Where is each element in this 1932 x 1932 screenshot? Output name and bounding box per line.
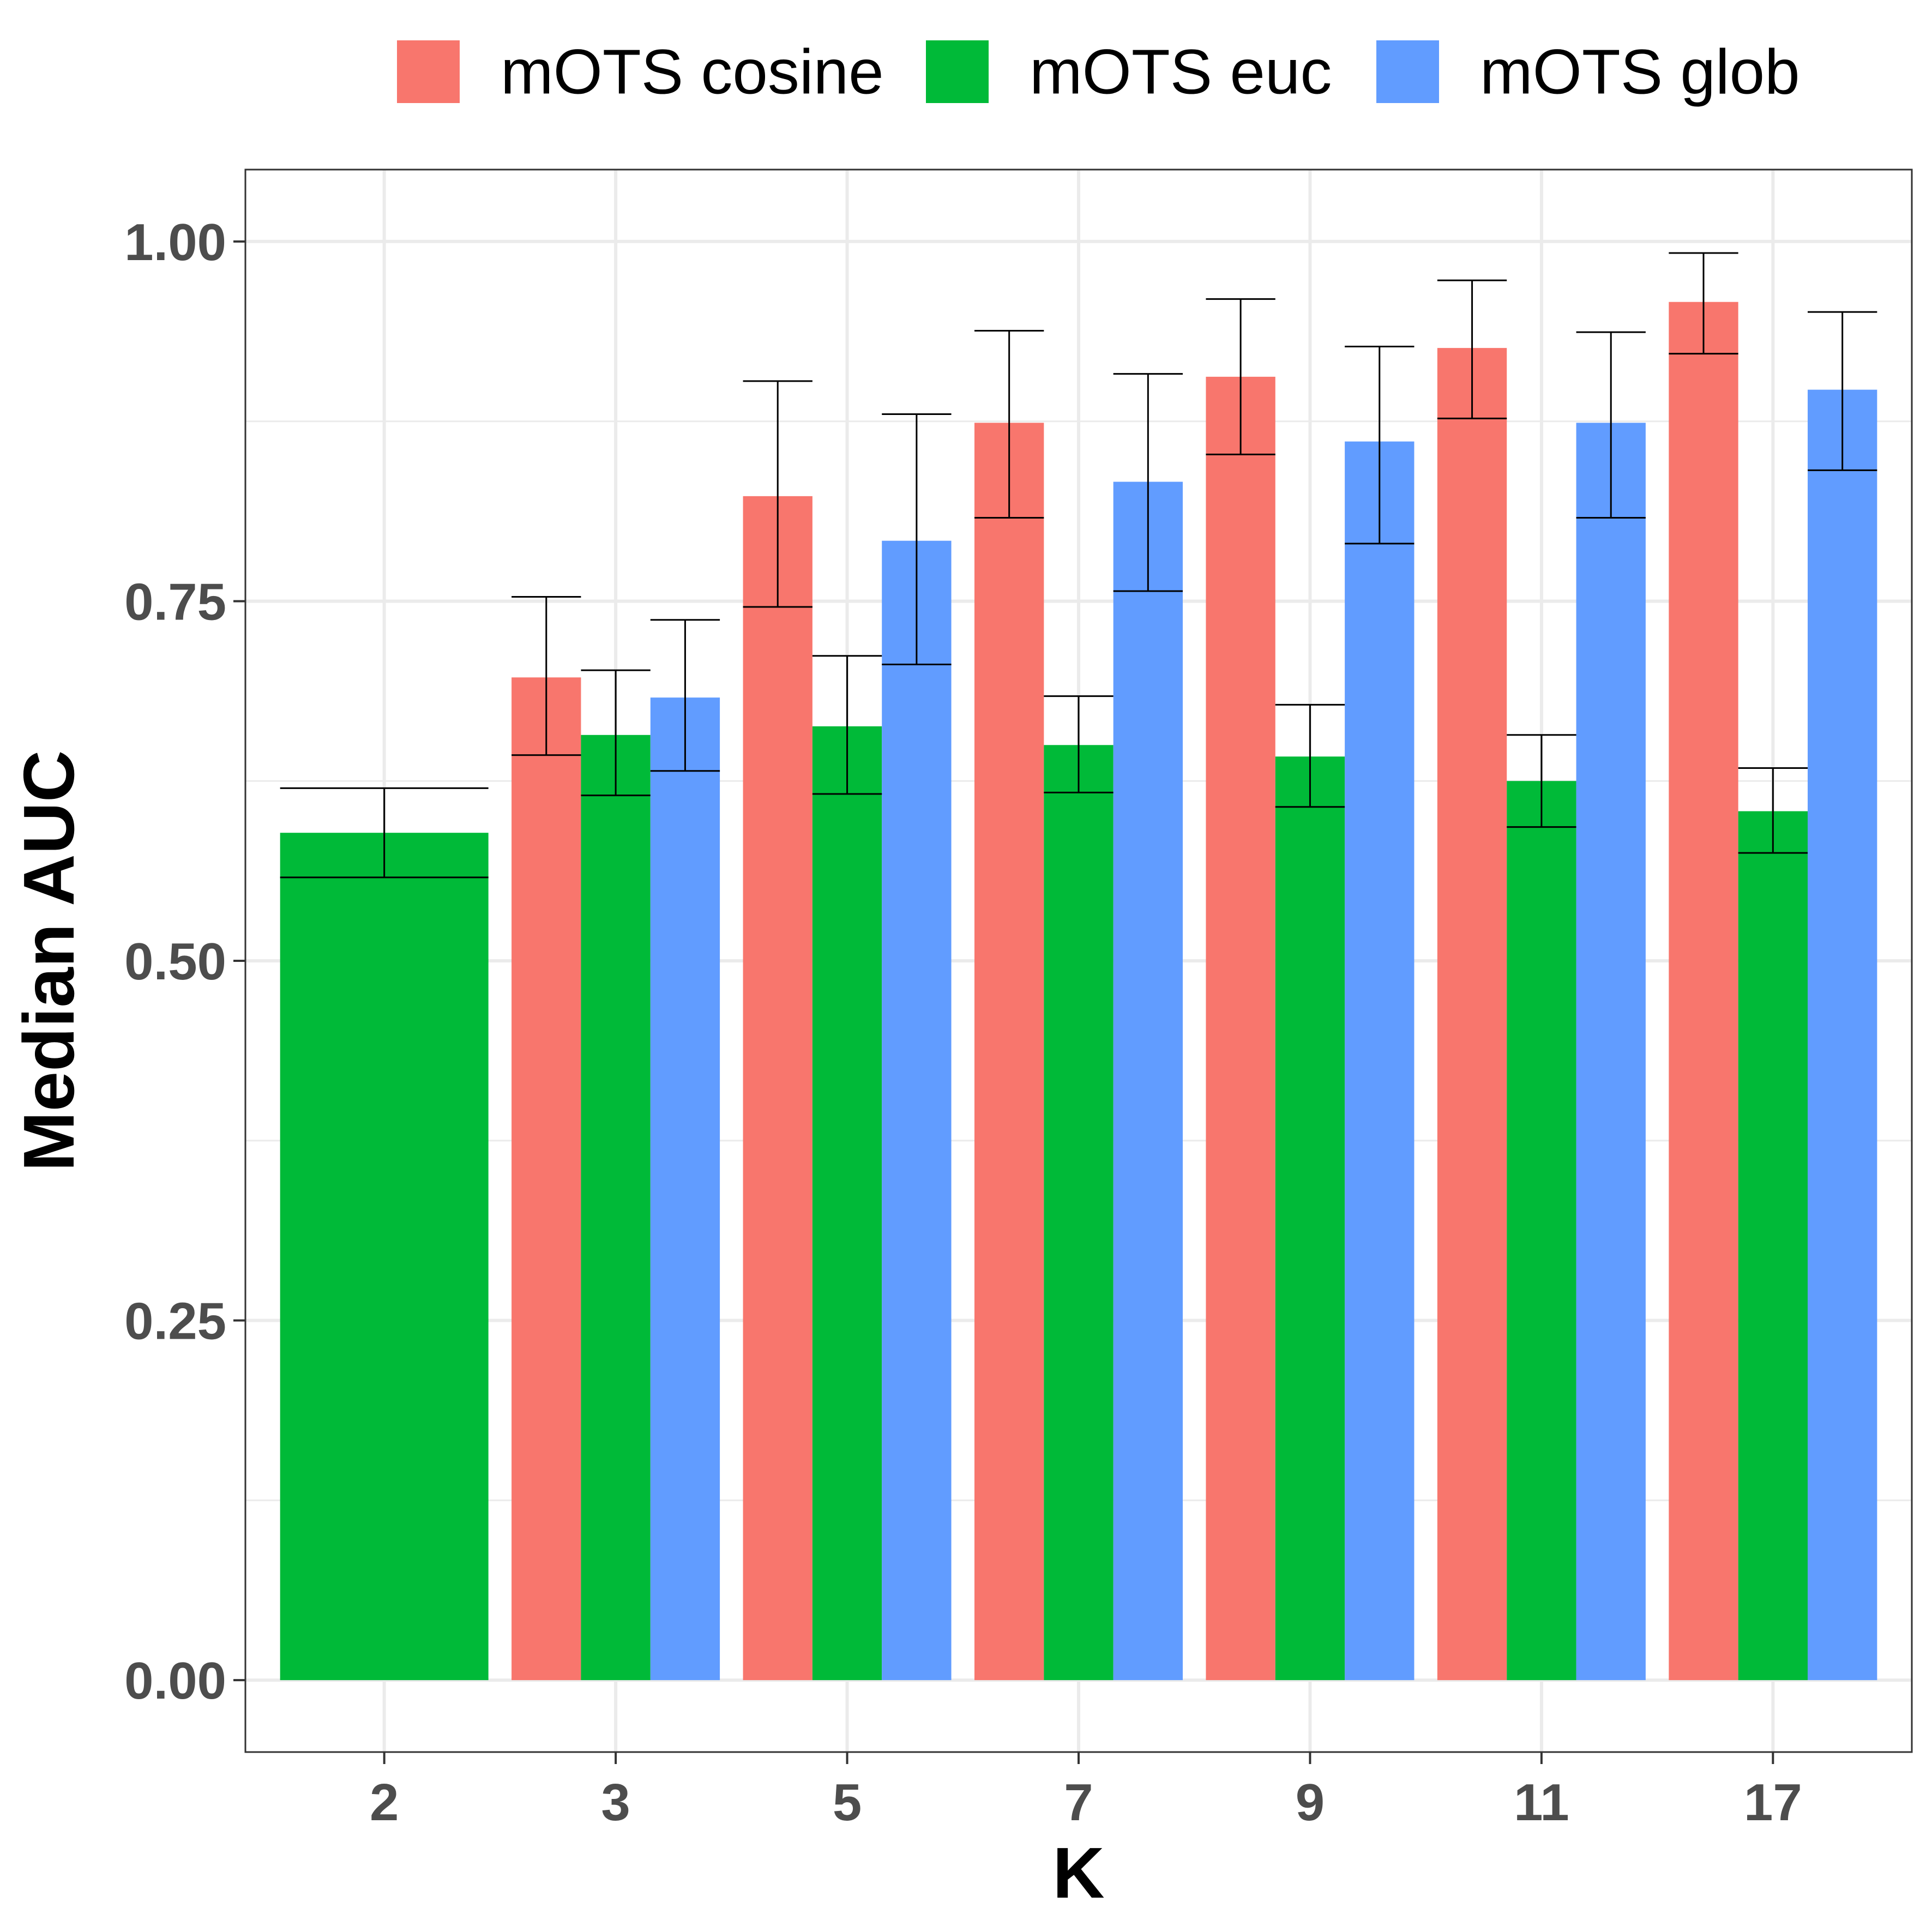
bar-mots-glob-k7 [1113, 482, 1183, 1681]
bar-mots-cosine-k3 [511, 677, 581, 1681]
error-bar [511, 596, 581, 756]
error-bar [581, 669, 651, 797]
bar-mots-glob-k17 [1808, 389, 1877, 1681]
bar-mots-cosine-k9 [1206, 376, 1275, 1681]
error-bar [1808, 311, 1877, 471]
legend-key [926, 40, 989, 103]
x-tick-label: 2 [370, 1773, 399, 1832]
error-bar [1206, 298, 1275, 455]
error-bar [1576, 331, 1646, 519]
legend-key [1376, 40, 1439, 103]
y-tick-label: 0.00 [124, 1652, 226, 1710]
error-bar [1113, 373, 1183, 592]
error-bar [280, 787, 489, 878]
x-tick-label: 5 [833, 1773, 862, 1832]
error-bar [812, 655, 882, 795]
bar-mots-euc-k17 [1738, 811, 1808, 1681]
x-tick-label: 11 [1514, 1773, 1569, 1832]
error-bar [1345, 345, 1415, 545]
error-bar [743, 380, 812, 608]
error-bar [1437, 279, 1507, 419]
bar-mots-euc-k5 [812, 726, 882, 1681]
bar-mots-cosine-k17 [1669, 302, 1738, 1681]
error-bar [974, 329, 1044, 519]
y-tick-label: 0.50 [124, 932, 226, 991]
x-tick-label: 9 [1296, 1773, 1325, 1832]
x-tick-label: 17 [1744, 1773, 1802, 1832]
bar-mots-euc-k7 [1044, 745, 1114, 1681]
bar-mots-glob-k11 [1576, 423, 1646, 1681]
legend-item: mOTS glob [1376, 37, 1800, 107]
bar-mots-euc-k3 [581, 735, 651, 1681]
x-tick-label: 7 [1064, 1773, 1093, 1832]
legend-item: mOTS euc [926, 37, 1332, 107]
y-tick-label: 0.25 [124, 1292, 226, 1351]
error-bar [882, 413, 952, 666]
bar-mots-cosine-k11 [1437, 348, 1507, 1681]
bar-mots-euc-k2 [280, 833, 489, 1681]
legend-label: mOTS cosine [501, 37, 884, 107]
bar-mots-glob-k5 [882, 540, 952, 1681]
y-tick-label: 1.00 [124, 213, 226, 272]
error-bar [1275, 703, 1345, 808]
legend-item: mOTS cosine [397, 37, 884, 107]
x-tick-label: 3 [601, 1773, 630, 1832]
error-bars [280, 252, 1877, 878]
bar-mots-glob-k9 [1345, 441, 1415, 1681]
bar-mots-cosine-k5 [743, 496, 812, 1681]
y-tick-label: 0.75 [124, 573, 226, 631]
x-axis-ticks: 2 3 5 7 9 11 17 [370, 1752, 1802, 1832]
bars [280, 302, 1877, 1681]
error-bar [1669, 252, 1738, 355]
error-bar [1507, 734, 1576, 828]
bar-mots-euc-k9 [1275, 756, 1345, 1681]
legend-label: mOTS glob [1480, 37, 1800, 107]
error-bar [650, 619, 720, 772]
legend-key [397, 40, 460, 103]
bar-mots-euc-k11 [1507, 781, 1576, 1681]
y-axis-ticks: 0.00 0.25 0.50 0.75 1.00 [124, 213, 245, 1710]
bar-mots-glob-k3 [650, 697, 720, 1681]
bar-mots-cosine-k7 [974, 423, 1044, 1681]
legend-label: mOTS euc [1030, 37, 1332, 107]
y-axis-title: Median AUC [9, 750, 89, 1171]
x-axis-title: K [1052, 1833, 1104, 1913]
legend: mOTS cosine mOTS euc mOTS glob [397, 37, 1800, 107]
error-bar [1044, 695, 1114, 793]
error-bar [1738, 767, 1808, 854]
